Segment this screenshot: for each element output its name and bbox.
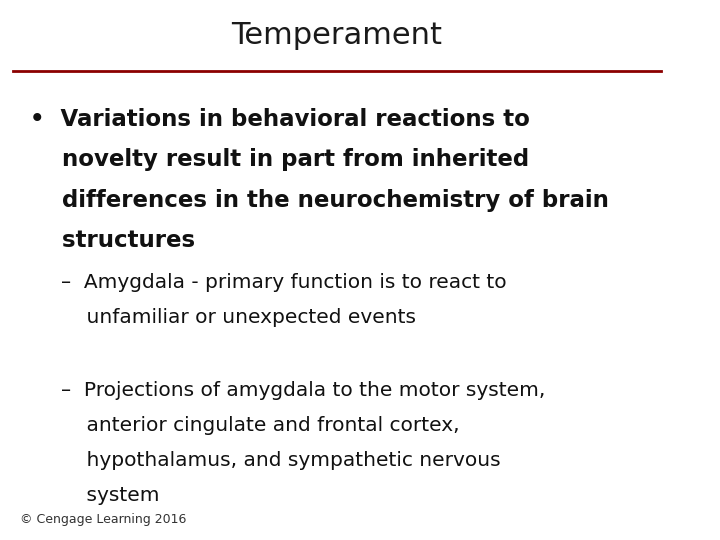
Text: © Cengage Learning 2016: © Cengage Learning 2016 (20, 514, 186, 526)
Text: •  Variations in behavioral reactions to: • Variations in behavioral reactions to (30, 108, 530, 131)
Text: novelty result in part from inherited: novelty result in part from inherited (30, 148, 529, 172)
Text: system: system (60, 486, 159, 505)
Text: differences in the neurochemistry of brain: differences in the neurochemistry of bra… (30, 189, 609, 212)
Text: –  Projections of amygdala to the motor system,: – Projections of amygdala to the motor s… (60, 381, 545, 400)
Text: structures: structures (30, 230, 195, 253)
Text: unfamiliar or unexpected events: unfamiliar or unexpected events (60, 308, 415, 327)
Text: –  Amygdala - primary function is to react to: – Amygdala - primary function is to reac… (60, 273, 506, 292)
Text: anterior cingulate and frontal cortex,: anterior cingulate and frontal cortex, (60, 416, 459, 435)
Text: hypothalamus, and sympathetic nervous: hypothalamus, and sympathetic nervous (60, 451, 500, 470)
Text: Temperament: Temperament (232, 21, 443, 50)
